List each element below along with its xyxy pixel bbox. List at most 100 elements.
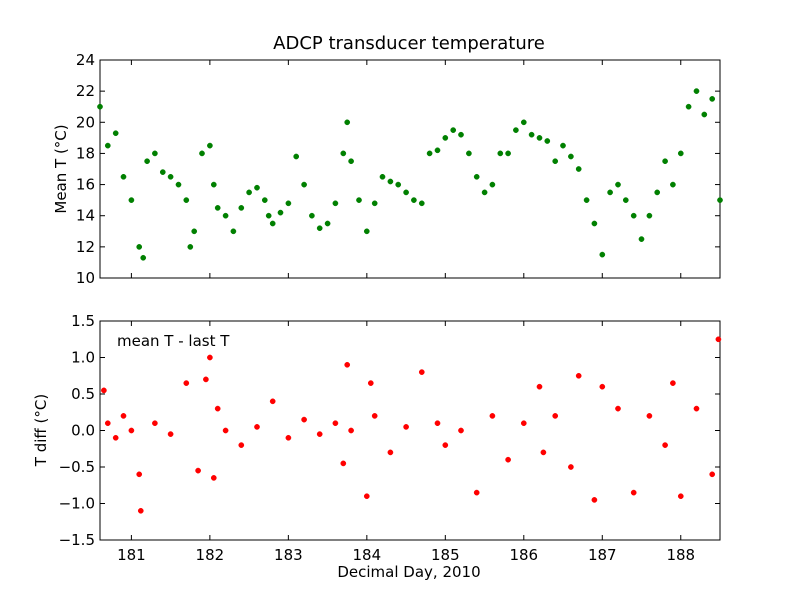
mean-temperature-point	[175, 181, 182, 188]
mean-temperature-point	[238, 205, 245, 211]
temperature-diff-ytick-label: −0.5	[59, 458, 95, 476]
temperature-diff-point	[167, 431, 174, 437]
temperature-diff-point	[575, 372, 582, 379]
mean-temperature-ticks: 10 12 14 16 18 20 22 24	[76, 51, 720, 287]
mean-temperature-point	[222, 212, 229, 219]
mean-temperature-panel: 10 12 14 16 18 20 22 24 Mean T (°C)	[52, 51, 723, 287]
temperature-diff-annotation: mean T - last T	[117, 332, 230, 350]
temperature-diff-point	[195, 467, 201, 474]
temperature-diff-point	[520, 420, 527, 427]
temperature-diff-points	[101, 336, 722, 514]
mean-temperature-point	[411, 197, 417, 203]
mean-temperature-point	[277, 209, 284, 216]
mean-temperature-point	[230, 228, 237, 235]
mean-temperature-point	[442, 135, 449, 141]
mean-temperature-point	[638, 236, 645, 242]
mean-temperature-point	[324, 220, 331, 227]
temperature-diff-point	[442, 442, 449, 448]
temperature-diff-ytick-label: −1.5	[59, 531, 95, 549]
mean-temperature-point	[187, 244, 194, 250]
mean-temperature-point	[316, 225, 323, 232]
mean-temperature-point	[403, 189, 409, 196]
temperature-diff-ylabel: T diff (°C)	[32, 394, 50, 467]
temperature-diff-point	[332, 420, 339, 427]
temperature-diff-point	[136, 471, 143, 478]
mean-temperature-point	[418, 200, 425, 207]
mean-temperature-point	[97, 103, 103, 110]
mean-temperature-point	[371, 200, 378, 207]
mean-temperature-point	[513, 127, 519, 133]
temperature-diff-point	[693, 405, 700, 412]
temperature-diff-point	[591, 497, 598, 503]
temperature-diff-xtick-label: 183	[274, 546, 303, 564]
mean-temperature-ytick-label: 20	[76, 113, 95, 131]
mean-temperature-point	[112, 130, 119, 137]
mean-temperature-point	[466, 150, 472, 157]
mean-temperature-point	[654, 189, 661, 196]
temperature-diff-point	[371, 413, 378, 419]
mean-temperature-point	[622, 197, 629, 203]
mean-temperature-point	[599, 251, 606, 258]
temperature-diff-ytick-label: 0.0	[71, 422, 95, 440]
mean-temperature-point	[560, 142, 566, 149]
mean-temperature-point	[473, 173, 480, 180]
figure-title: ADCP transducer temperature	[273, 33, 545, 54]
temperature-diff-point	[269, 398, 276, 405]
mean-temperature-point	[214, 205, 221, 211]
temperature-diff-xtick-label: 187	[588, 546, 617, 564]
mean-temperature-point	[528, 131, 535, 138]
mean-temperature-ytick-label: 22	[76, 82, 95, 100]
mean-temperature-point	[269, 220, 276, 227]
mean-temperature-point	[544, 138, 551, 144]
temperature-diff-panel: 181 182 183 184 185 186 187 188 −1.5 −1.0 −0.5 0.0 0…	[32, 312, 722, 564]
x-axis-label: Decimal Day, 2010	[337, 563, 480, 581]
mean-temperature-point	[261, 197, 268, 203]
temperature-diff-xtick-label: 186	[509, 546, 538, 564]
mean-temperature-point	[568, 153, 574, 160]
temperature-diff-point	[473, 489, 480, 496]
mean-temperature-point	[363, 228, 370, 235]
mean-temperature-point	[677, 150, 684, 157]
temperature-diff-point	[670, 380, 676, 386]
temperature-diff-point	[536, 383, 543, 390]
mean-temperature-ytick-label: 24	[76, 51, 95, 69]
temperature-diff-point	[367, 380, 374, 386]
temperature-diff-xtick-label: 182	[196, 546, 225, 564]
mean-temperature-point	[207, 142, 213, 149]
temperature-diff-point	[104, 420, 111, 427]
mean-temperature-point	[701, 111, 708, 118]
mean-temperature-point	[199, 150, 205, 157]
temperature-diff-point	[301, 416, 307, 423]
temperature-diff-point	[112, 434, 119, 441]
mean-temperature-point	[348, 158, 354, 165]
temperature-diff-point	[630, 489, 637, 496]
temperature-diff-point	[348, 427, 354, 434]
mean-temperature-point	[709, 96, 716, 102]
mean-temperature-point	[246, 189, 252, 196]
temperature-diff-point	[540, 449, 547, 456]
temperature-diff-point	[101, 387, 107, 394]
temperature-diff-point	[363, 493, 370, 500]
mean-temperature-point	[505, 150, 511, 157]
mean-temperature-ylabel: Mean T (°C)	[52, 124, 70, 213]
temperature-diff-ytick-label: 1.0	[71, 349, 95, 367]
mean-temperature-point	[670, 181, 676, 188]
temperature-diff-point	[489, 413, 496, 419]
temperature-diff-xtick-label: 188	[666, 546, 695, 564]
mean-temperature-points	[97, 88, 723, 261]
mean-temperature-point	[136, 244, 143, 250]
mean-temperature-point	[159, 169, 166, 175]
temperature-diff-axes	[99, 320, 721, 541]
temperature-diff-point	[340, 460, 347, 467]
temperature-diff-point	[203, 376, 209, 383]
temperature-diff-point	[434, 420, 441, 427]
mean-temperature-point	[191, 228, 198, 235]
temperature-diff-ticks: 181 182 183 184 185 186 187 188 −1.5 −1.0 −0.5 0.0 0…	[59, 312, 720, 564]
mean-temperature-point	[293, 153, 300, 160]
mean-temperature-point	[685, 103, 692, 110]
temperature-diff-point	[183, 380, 190, 386]
temperature-diff-ytick-label: 0.5	[71, 385, 95, 403]
mean-temperature-ytick-label: 16	[76, 176, 95, 194]
mean-temperature-point	[395, 181, 402, 188]
temperature-diff-point	[418, 369, 425, 375]
